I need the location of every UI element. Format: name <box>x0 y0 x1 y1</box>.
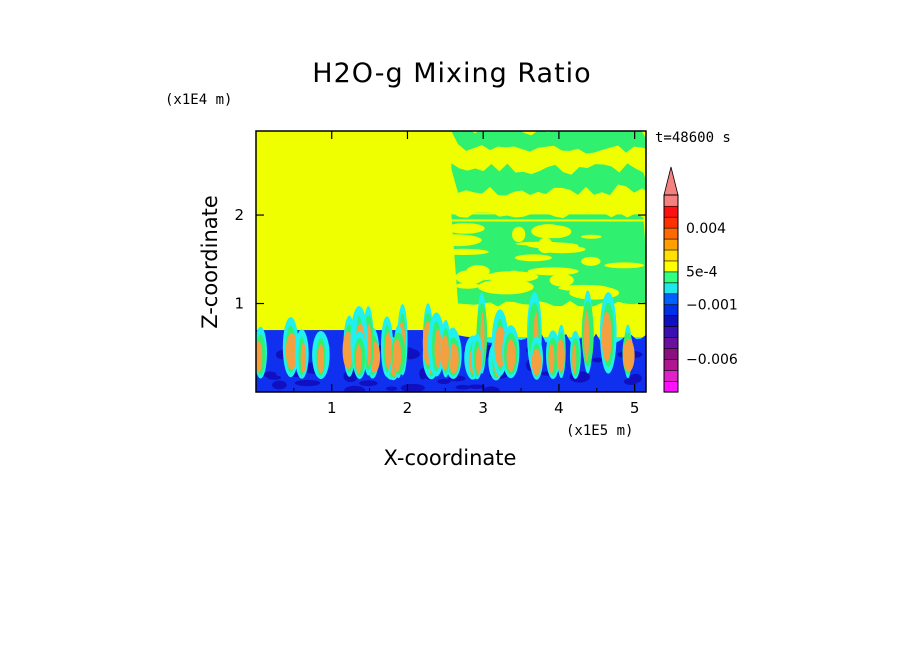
colorbar-tick-label: 5e-4 <box>686 265 718 281</box>
colorbar-segment <box>663 293 679 306</box>
x-tick-label: 1 <box>327 399 337 417</box>
x-tick-label: 3 <box>478 399 488 417</box>
dry-pocket <box>514 254 552 262</box>
dark-blue-streak <box>294 379 321 387</box>
dry-pocket <box>437 248 489 255</box>
colorbar-segment <box>663 238 679 251</box>
y-axis-unit: (x1E4 m) <box>165 92 233 108</box>
dry-pocket <box>558 284 609 292</box>
x-axis-label: X-coordinate <box>383 446 517 470</box>
plume-orange <box>256 340 263 373</box>
plume-orange <box>440 335 449 371</box>
colorbar-segment <box>663 227 679 240</box>
colorbar-segment <box>663 315 679 327</box>
plume-orange <box>556 339 565 372</box>
dark-blue-streak <box>455 384 471 390</box>
plume-orange <box>285 332 298 370</box>
plot-frame <box>255 130 647 393</box>
plume-orange <box>622 339 635 372</box>
y-tick-label: 1 <box>234 295 244 313</box>
dark-blue-streak <box>623 378 638 385</box>
dark-blue-streak <box>592 357 604 363</box>
dark-blue-streak <box>344 385 366 392</box>
time-label: t=48600 s <box>655 130 731 146</box>
plume-orange <box>584 310 590 362</box>
plume-orange <box>475 346 482 375</box>
dark-blue-streak <box>267 375 282 380</box>
colorbar-segment <box>663 326 679 338</box>
plume-orange <box>434 328 442 369</box>
colorbar-segment <box>663 380 679 393</box>
x-axis-unit: (x1E5 m) <box>566 423 634 439</box>
dry-pocket <box>446 223 485 234</box>
colorbar-segment <box>663 205 679 218</box>
plume-orange <box>548 343 555 374</box>
colorbar-segment <box>663 336 679 349</box>
colorbar-segment <box>663 347 679 360</box>
colorbar-segment <box>663 249 679 262</box>
dry-pocket <box>512 226 526 243</box>
dark-blue-streak <box>385 386 398 391</box>
dark-blue-streak <box>359 380 378 387</box>
dark-blue-streak <box>482 386 500 392</box>
plume-orange <box>366 323 372 367</box>
dark-blue-streak <box>437 378 451 385</box>
dry-pocket <box>581 256 601 266</box>
x-tick-label: 2 <box>403 399 413 417</box>
colorbar-tick-label: −0.006 <box>686 352 738 368</box>
colorbar-segment <box>663 282 679 295</box>
colorbar-tick-label: −0.001 <box>686 297 738 313</box>
plume-orange <box>317 344 325 374</box>
colorbar-frame <box>663 194 679 393</box>
plume-orange <box>448 343 459 374</box>
dry-pocket <box>531 224 566 239</box>
dry-stripe <box>451 219 646 222</box>
dry-pocket <box>549 273 574 287</box>
plume-orange <box>300 343 307 374</box>
dry-pocket <box>580 234 602 239</box>
y-tick-label: 2 <box>234 206 244 224</box>
colorbar-segment <box>663 260 679 273</box>
plume-orange <box>572 344 577 374</box>
x-tick-label: 4 <box>554 399 564 417</box>
dark-blue-streak <box>272 380 287 390</box>
dry-pocket <box>455 282 481 289</box>
colorbar-segment <box>663 358 679 371</box>
dark-blue-streak <box>400 383 425 392</box>
plume-orange <box>392 339 402 372</box>
colorbar-segment <box>663 216 679 229</box>
dry-pocket <box>477 279 534 295</box>
x-tick-label: 5 <box>630 399 640 417</box>
colorbar-extend-arrow <box>663 166 679 196</box>
dry-pocket <box>431 234 482 247</box>
contour-field <box>256 131 646 392</box>
plume-orange <box>601 311 612 362</box>
plume-orange <box>531 348 542 376</box>
dry-pocket <box>533 243 579 250</box>
chart-title: H2O-g Mixing Ratio <box>312 58 592 89</box>
colorbar-segment <box>663 271 679 284</box>
dark-blue-streak <box>419 367 427 380</box>
dry-pocket <box>507 270 521 279</box>
plume-orange <box>355 344 362 374</box>
colorbar-segment <box>663 304 679 316</box>
colorbar-tick-label: 0.004 <box>686 221 726 237</box>
plume-orange <box>506 339 516 372</box>
dry-stripe <box>451 212 646 215</box>
colorbar-segment <box>663 369 679 382</box>
upper-green-patch <box>451 131 646 154</box>
dark-blue-streak <box>467 384 486 389</box>
plume-orange <box>384 332 392 370</box>
dry-pocket <box>455 270 485 285</box>
colorbar-segment <box>663 194 679 207</box>
dry-pocket <box>527 267 579 276</box>
mid-green-patch <box>451 163 646 196</box>
dry-pocket <box>604 262 645 269</box>
